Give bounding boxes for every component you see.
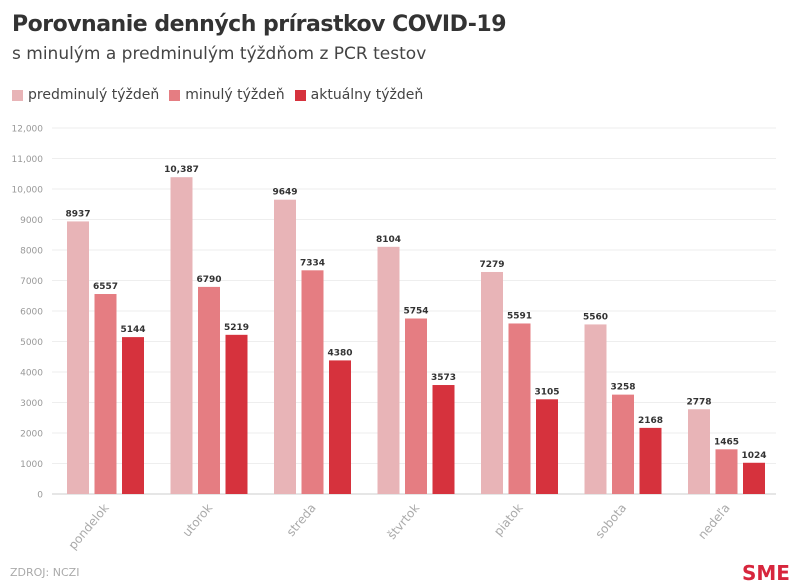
bar: [536, 399, 558, 494]
legend: predminulý týždeň minulý týždeň aktuálny…: [12, 87, 423, 103]
bar: [329, 360, 351, 494]
bar: [225, 334, 248, 494]
data-label: 2168: [638, 416, 663, 426]
legend-label: predminulý týždeň: [28, 87, 160, 103]
data-label: 6790: [196, 275, 221, 285]
source-note: ZDROJ: NCZI: [10, 566, 80, 579]
data-label: 3258: [610, 383, 635, 393]
legend-label: minulý týždeň: [185, 87, 285, 103]
bar: [94, 294, 117, 494]
legend-item[interactable]: minulý týždeň: [169, 87, 285, 103]
sme-logo: SME: [742, 561, 790, 585]
bar: [584, 324, 607, 494]
data-label: 5591: [507, 311, 532, 321]
bar: [377, 246, 400, 494]
data-label: 7279: [479, 260, 504, 270]
legend-swatch: [12, 89, 23, 101]
y-tick-label: 5000: [20, 338, 43, 348]
y-tick-label: 3000: [20, 399, 43, 409]
bar: [612, 394, 634, 494]
bar: [405, 318, 427, 494]
data-label: 1024: [741, 451, 766, 461]
data-label: 10,387: [164, 165, 199, 175]
bar: [715, 449, 738, 494]
data-label: 8937: [65, 209, 90, 219]
x-tick-label: piatok: [491, 501, 526, 539]
bar: [170, 177, 193, 494]
y-tick-label: 7000: [20, 277, 43, 287]
bar: [67, 221, 89, 494]
data-label: 4380: [327, 348, 352, 358]
x-tick-label: pondelok: [66, 501, 112, 552]
bar: [481, 271, 503, 494]
bar: [639, 427, 662, 494]
chart-title: Porovnanie denných prírastkov COVID-19: [12, 12, 507, 37]
x-tick-label: nedeľa: [695, 501, 733, 542]
legend-swatch: [294, 89, 306, 101]
y-tick-label: 0: [37, 491, 43, 501]
bar: [508, 323, 531, 494]
data-label: 7334: [300, 258, 325, 268]
y-tick-label: 2000: [20, 430, 43, 440]
legend-swatch: [169, 89, 181, 101]
bar: [274, 199, 296, 494]
data-label: 2778: [686, 397, 711, 407]
x-tick-label: streda: [284, 501, 319, 539]
bar: [743, 462, 765, 494]
y-tick-label: 4000: [20, 369, 43, 379]
data-label: 3573: [431, 373, 456, 383]
legend-item[interactable]: aktuálny týždeň: [294, 87, 424, 103]
y-tick-label: 1000: [20, 460, 43, 470]
bar: [688, 409, 710, 494]
data-label: 9649: [272, 188, 297, 198]
data-label: 5560: [583, 312, 608, 322]
bar: [301, 270, 324, 494]
data-label: 1465: [714, 437, 739, 447]
data-label: 6557: [93, 282, 118, 292]
y-tick-label: 6000: [20, 308, 43, 318]
y-tick-label: 10,000: [12, 186, 44, 196]
y-tick-label: 9000: [20, 216, 43, 226]
y-tick-label: 11,000: [12, 155, 44, 165]
x-tick-label: štvrtok: [385, 501, 423, 542]
y-tick-label: 8000: [20, 247, 43, 257]
y-tick-label: 12,000: [12, 125, 44, 135]
x-tick-label: utorok: [180, 501, 216, 540]
bar: [122, 337, 144, 494]
chart-subtitle: s minulým a predminulým týždňom z PCR te…: [12, 44, 427, 64]
bar: [198, 286, 220, 494]
data-label: 3105: [534, 387, 559, 397]
data-label: 8104: [376, 235, 401, 245]
bar: [432, 385, 455, 494]
data-label: 5219: [224, 323, 249, 333]
data-label: 5754: [403, 307, 428, 317]
x-tick-label: sobota: [592, 501, 629, 541]
data-label: 5144: [120, 325, 145, 335]
legend-label: aktuálny týždeň: [310, 87, 424, 103]
legend-item[interactable]: predminulý týždeň: [12, 87, 159, 103]
